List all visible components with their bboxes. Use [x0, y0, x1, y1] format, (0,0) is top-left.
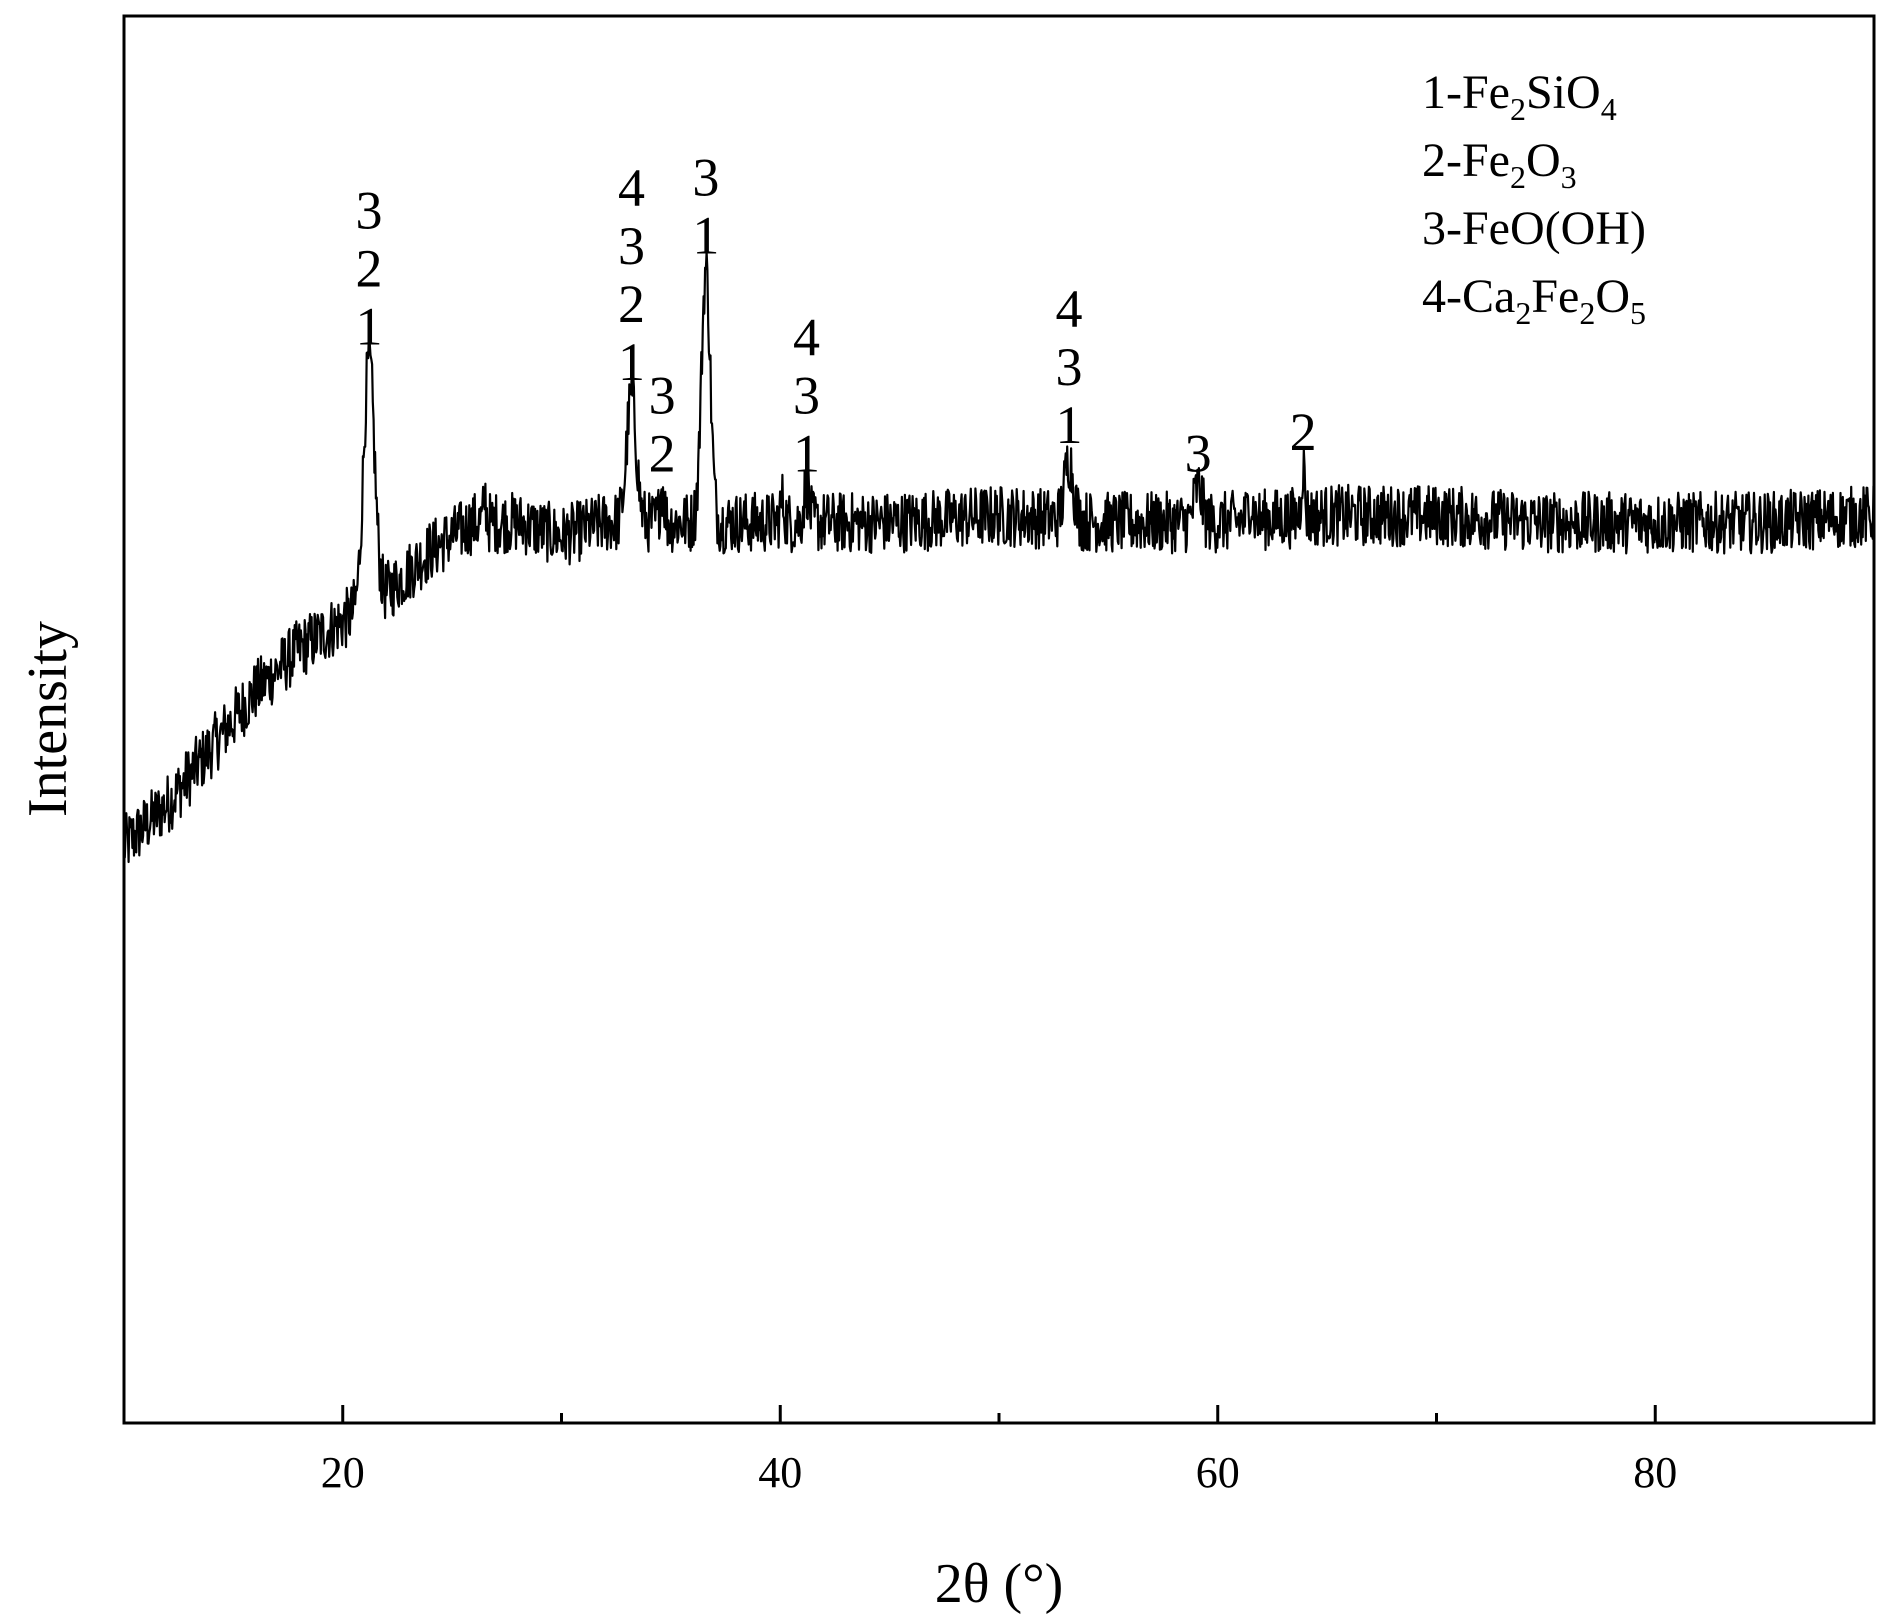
peak-label: 3	[1185, 423, 1212, 483]
x-tick-label: 40	[758, 1448, 802, 1497]
peak-label: 1	[692, 205, 719, 265]
peak-label: 3	[793, 365, 820, 425]
y-axis-title: Intensity	[17, 621, 79, 817]
x-tick-label: 60	[1196, 1448, 1240, 1497]
x-tick-label: 20	[321, 1448, 365, 1497]
legend: 1-Fe2SiO4 2-Fe2O3 3-FeO(OH) 4-Ca2Fe2O5	[1422, 66, 1646, 331]
peak-label: 3	[1056, 337, 1083, 397]
peak-label: 2	[1290, 402, 1317, 462]
peak-label: 1	[356, 297, 383, 357]
peak-label: 4	[618, 158, 645, 218]
peak-label: 4	[1056, 279, 1083, 339]
legend-entry: 4-Ca2Fe2O5	[1422, 270, 1646, 331]
peak-label: 4	[793, 307, 820, 367]
peak-label: 3	[692, 147, 719, 207]
xrd-line	[122, 250, 1875, 864]
legend-entry: 1-Fe2SiO4	[1422, 66, 1617, 127]
x-axis-title: 2θ (°)	[935, 1553, 1064, 1615]
peak-label: 2	[649, 423, 676, 483]
peak-label: 2	[356, 239, 383, 299]
peak-label: 1	[618, 332, 645, 392]
peak-label: 2	[618, 274, 645, 334]
peak-label: 1	[1056, 395, 1083, 455]
peak-label: 1	[793, 423, 820, 483]
legend-entry: 3-FeO(OH)	[1422, 202, 1646, 255]
legend-entry: 2-Fe2O3	[1422, 134, 1577, 195]
peak-label: 3	[356, 181, 383, 241]
peak-label: 3	[618, 216, 645, 276]
x-tick-label: 80	[1633, 1448, 1677, 1497]
xrd-trace	[122, 250, 1875, 864]
peak-label: 3	[649, 365, 676, 425]
x-ticks: 20 40 60 80	[321, 1405, 1677, 1497]
